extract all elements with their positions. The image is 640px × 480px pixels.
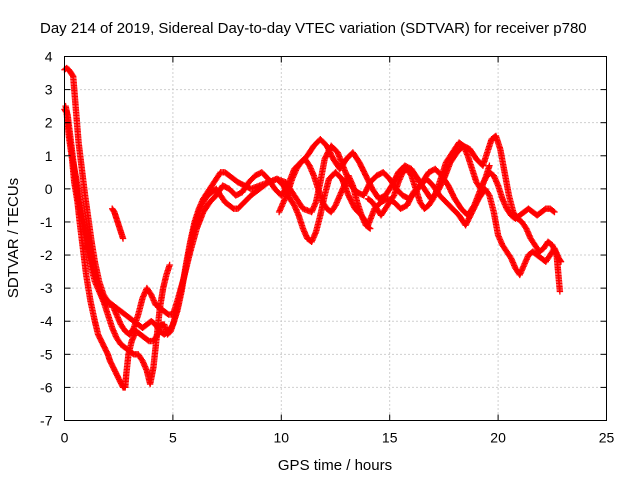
y-tick-label: -1 [40, 214, 53, 230]
data-point [366, 225, 374, 232]
data-point [551, 208, 558, 216]
data-point [556, 288, 564, 295]
data-point-interp [407, 171, 414, 178]
y-tick-label: 0 [45, 181, 53, 197]
series-track-e [108, 205, 127, 242]
data-point [486, 162, 493, 169]
data-point-interp [365, 224, 373, 231]
y-tick-label: 3 [45, 82, 53, 98]
data-point-interp [485, 190, 492, 198]
x-tick-label: 15 [382, 430, 398, 446]
data-point [119, 235, 127, 242]
x-tick-label: 20 [490, 430, 506, 446]
series-track-c [62, 102, 564, 338]
data-point-interp [389, 193, 397, 201]
series-track-f [275, 155, 374, 232]
x-tick-labels: 0 5 10 15 20 25 [61, 430, 615, 446]
y-axis-label: SDTVAR / TECUs [5, 178, 22, 298]
data-marks [61, 64, 565, 391]
y-tick-label: -4 [40, 313, 53, 329]
data-point-interp [168, 322, 176, 330]
data-point [166, 261, 173, 269]
plot-frame [64, 56, 607, 421]
x-axis-label: GPS time / hours [278, 457, 392, 474]
y-tick-label: -5 [40, 346, 53, 362]
y-tick-label: -3 [40, 280, 53, 296]
y-tick-label: -7 [40, 413, 53, 429]
y-tick-label: 2 [45, 115, 53, 131]
y-tick-label: -6 [40, 379, 53, 395]
grid-lines [64, 56, 607, 421]
chart-title: Day 214 of 2019, Sidereal Day-to-day VTE… [40, 20, 587, 37]
x-tick-label: 5 [169, 430, 177, 446]
axis-ticks [64, 56, 607, 421]
data-point-interp [550, 208, 557, 215]
series-track-d [69, 159, 173, 388]
y-tick-labels: -7 -6 -5 -4 -3 -2 -1 0 1 2 3 4 [40, 49, 53, 429]
y-tick-label: -2 [40, 247, 53, 263]
y-tick-label: 1 [45, 148, 53, 164]
series-track-g [364, 139, 493, 219]
series-track-b [61, 64, 558, 338]
x-tick-label: 10 [274, 430, 290, 446]
x-tick-label: 0 [61, 430, 69, 446]
x-tick-label: 25 [599, 430, 615, 446]
y-tick-label: 4 [45, 49, 53, 65]
data-point-interp [129, 325, 137, 333]
